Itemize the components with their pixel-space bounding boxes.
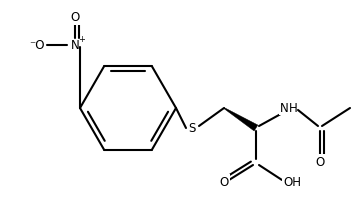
Text: S: S	[188, 122, 196, 134]
Text: O: O	[70, 10, 80, 24]
Text: N: N	[279, 102, 289, 114]
Text: OH: OH	[283, 175, 301, 188]
Text: O: O	[315, 155, 325, 168]
Text: ⁻O: ⁻O	[29, 38, 45, 51]
Text: H: H	[289, 102, 297, 114]
Polygon shape	[224, 108, 258, 131]
Text: O: O	[219, 175, 229, 188]
Text: N: N	[71, 38, 79, 51]
Text: +: +	[79, 34, 85, 44]
